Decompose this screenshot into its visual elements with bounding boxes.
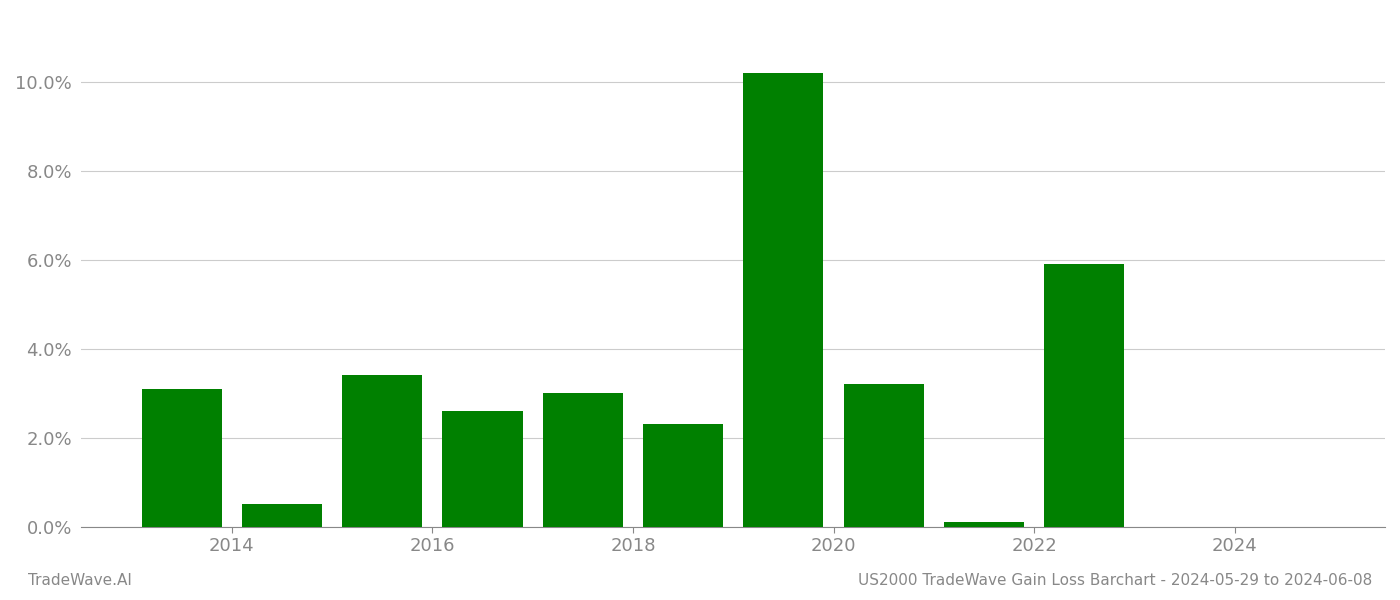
Bar [442, 411, 522, 527]
Bar [1044, 264, 1124, 527]
Bar [543, 393, 623, 527]
Bar [944, 522, 1023, 527]
Bar [844, 384, 924, 527]
Bar [743, 73, 823, 527]
Text: US2000 TradeWave Gain Loss Barchart - 2024-05-29 to 2024-06-08: US2000 TradeWave Gain Loss Barchart - 20… [858, 573, 1372, 588]
Bar [643, 424, 724, 527]
Bar [342, 376, 423, 527]
Text: TradeWave.AI: TradeWave.AI [28, 573, 132, 588]
Bar [141, 389, 221, 527]
Bar [242, 505, 322, 527]
